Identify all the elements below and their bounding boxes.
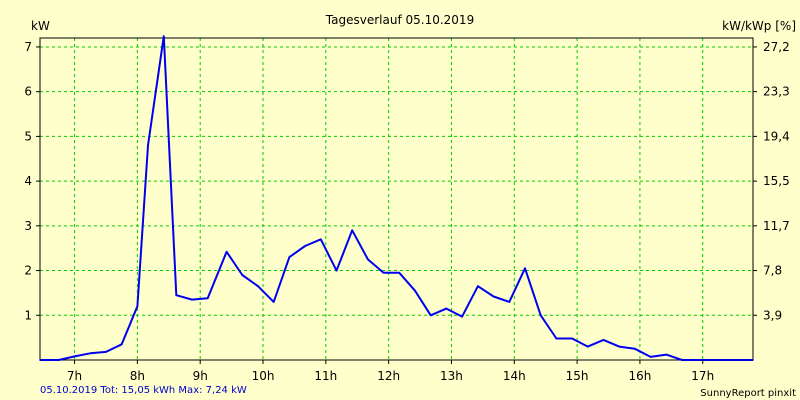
data-point <box>445 307 448 310</box>
data-point <box>147 144 149 147</box>
data-point <box>191 298 193 301</box>
x-tick-label: 12h <box>377 369 400 383</box>
x-tick-label: 8h <box>130 369 145 383</box>
data-point <box>73 355 76 358</box>
data-point <box>586 345 589 348</box>
y-tick-label: 6 <box>24 85 32 99</box>
data-point <box>288 256 291 258</box>
data-point <box>136 305 139 308</box>
data-point <box>728 359 730 361</box>
data-point <box>58 359 60 361</box>
data-point <box>367 258 369 261</box>
data-point <box>539 314 542 317</box>
data-point <box>162 35 165 38</box>
x-tick-label: 17h <box>691 369 714 383</box>
y-axis-left-label: kW <box>31 19 50 33</box>
data-point <box>414 289 416 292</box>
data-point <box>752 359 754 361</box>
data-point <box>634 348 636 350</box>
chart-title: Tagesverlauf 05.10.2019 <box>325 13 474 27</box>
data-point <box>681 359 683 361</box>
data-point <box>320 238 322 241</box>
data-point <box>602 339 605 341</box>
data-point <box>492 295 495 298</box>
data-point <box>351 229 354 232</box>
data-point <box>618 345 620 348</box>
y2-tick-label: 27,2 <box>763 40 790 54</box>
plot-area-border <box>39 37 754 361</box>
y2-tick-label: 11,7 <box>763 219 790 233</box>
data-point <box>304 245 306 247</box>
data-point <box>649 356 652 358</box>
x-tick-label: 9h <box>193 369 208 383</box>
x-axis-ticks: 7h 8h 9h 10h 11h 12h 13h 14h 15h 16h 17h <box>67 360 714 383</box>
data-point <box>461 315 463 318</box>
y-axis-right-label: kW/kWp [%] <box>722 19 796 33</box>
y2-tick-label: 23,3 <box>763 85 790 99</box>
data-point <box>39 359 41 361</box>
data-point <box>398 271 401 274</box>
x-tick-label: 7h <box>67 369 82 383</box>
data-point <box>382 271 385 274</box>
x-tick-label: 10h <box>252 369 275 383</box>
data-point <box>712 359 715 361</box>
data-point <box>175 294 178 296</box>
data-point <box>272 301 275 303</box>
y-tick-label: 5 <box>24 129 32 143</box>
y-tick-label: 1 <box>24 308 32 322</box>
data-point <box>206 297 209 300</box>
data-point <box>429 314 432 317</box>
data-point <box>477 285 479 288</box>
data-point <box>508 301 511 303</box>
y-tick-label: 3 <box>24 219 32 233</box>
series-line-leistung <box>40 35 753 361</box>
data-point <box>571 337 573 340</box>
data-point <box>257 285 259 288</box>
data-point <box>335 269 338 272</box>
x-tick-label: 13h <box>440 369 463 383</box>
footer-credit: SunnyReport pinxit <box>700 388 796 399</box>
data-point <box>120 343 123 346</box>
y-tick-label: 2 <box>24 264 32 278</box>
y-axis-right-ticks: 3,9 7,8 11,7 15,5 19,4 23,3 27,2 <box>753 40 790 322</box>
y2-tick-label: 19,4 <box>763 129 790 143</box>
grid <box>40 38 753 360</box>
x-tick-label: 16h <box>628 369 651 383</box>
y-tick-label: 4 <box>24 174 32 188</box>
y2-tick-label: 15,5 <box>763 174 790 188</box>
y-tick-label: 7 <box>24 40 32 54</box>
x-tick-label: 14h <box>503 369 526 383</box>
y-axis-left-ticks: 1 2 3 4 5 6 7 <box>24 40 40 322</box>
y2-tick-label: 3,9 <box>763 308 782 322</box>
data-point <box>105 351 107 353</box>
x-tick-label: 15h <box>566 369 589 383</box>
y2-tick-label: 7,8 <box>763 264 782 278</box>
data-point <box>524 267 526 270</box>
data-point <box>89 352 92 355</box>
footer-summary: 05.10.2019 Tot: 15,05 kWh Max: 7,24 kW <box>40 385 247 396</box>
data-point <box>241 274 244 276</box>
data-point <box>555 337 558 340</box>
series-layer <box>39 35 754 361</box>
data-point <box>225 250 228 253</box>
data-point <box>696 359 699 361</box>
x-tick-label: 11h <box>314 369 337 383</box>
data-point <box>665 353 668 356</box>
